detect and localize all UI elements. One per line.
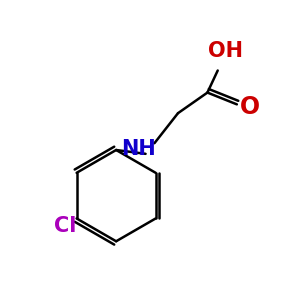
Text: O: O: [239, 95, 260, 119]
Text: OH: OH: [208, 41, 243, 62]
Text: NH: NH: [121, 139, 156, 158]
Text: Cl: Cl: [54, 216, 76, 236]
